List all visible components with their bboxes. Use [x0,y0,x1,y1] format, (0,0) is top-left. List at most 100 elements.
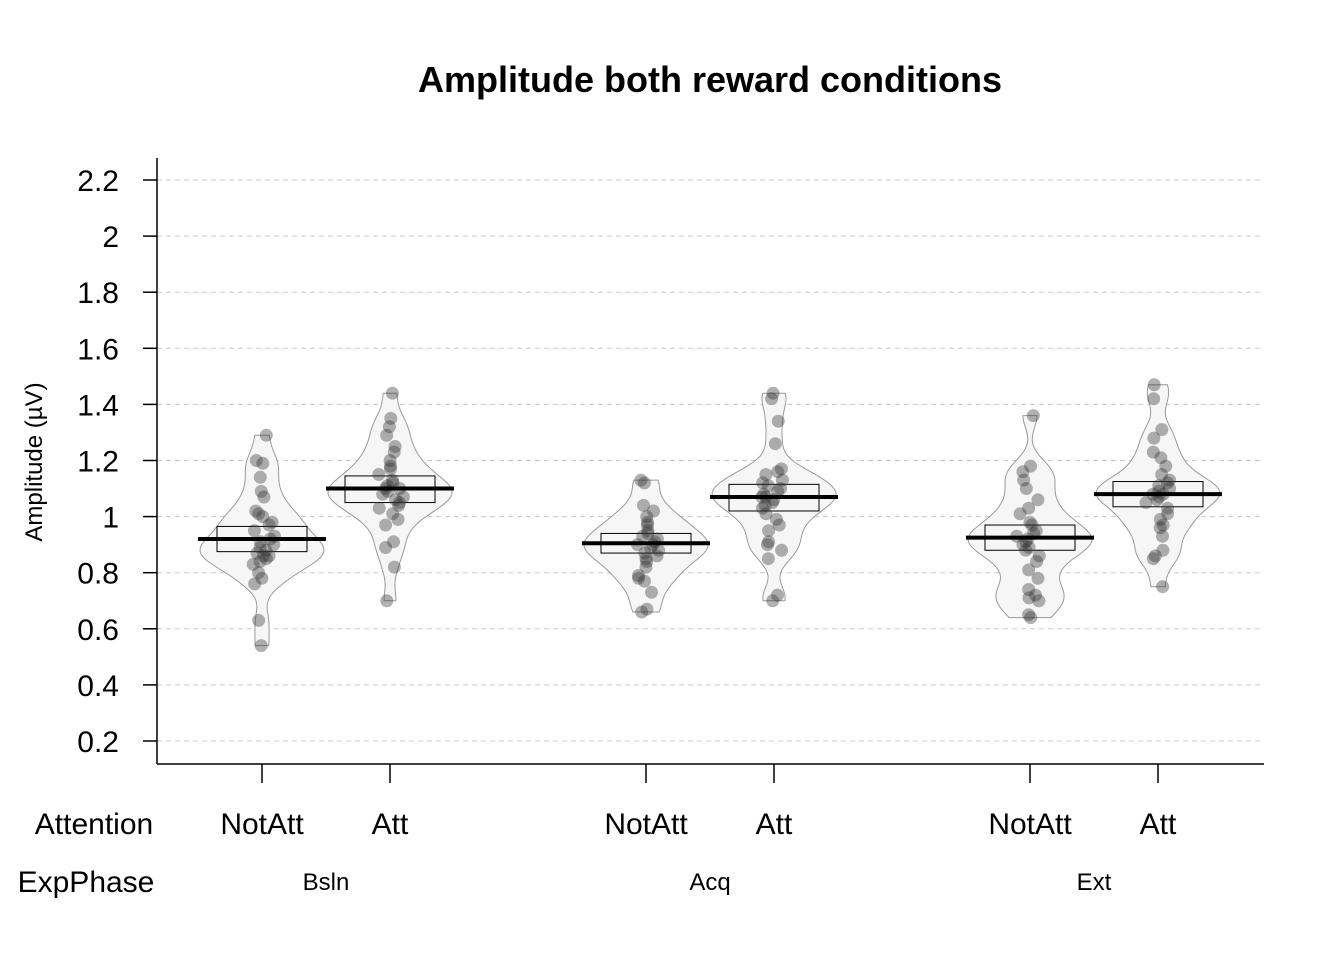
data-point [250,546,264,560]
data-point [388,440,402,453]
data-point [389,493,403,507]
data-point [638,546,652,560]
data-point [635,605,649,619]
data-point [1153,512,1167,526]
data-point [1161,501,1175,515]
data-point [247,524,261,538]
data-point [765,392,779,406]
data-point [768,437,782,451]
data-point [262,518,276,532]
data-point [771,588,784,602]
data-point [1139,496,1153,510]
data-point [758,498,772,512]
data-point [641,515,654,529]
data-point [267,538,281,552]
data-point [1155,468,1169,481]
data-point [386,476,400,490]
data-point [1031,493,1045,507]
data-point [1022,583,1036,596]
data-point [639,552,653,566]
violins [199,384,1221,647]
data-point [254,639,268,653]
x-ticks: NotAtt Att NotAtt Att NotAtt Att [220,764,1177,841]
data-point [384,459,397,473]
violin [583,479,709,613]
data-point [1146,552,1160,566]
data-point [771,414,785,428]
data-point [1029,524,1043,538]
data-point [771,484,785,498]
data-point [1153,521,1167,535]
data-point [756,476,770,490]
y-tick-label: 2.2 [77,165,119,198]
data-point [637,476,651,490]
y-tick-label: 1.8 [77,277,119,310]
data-point [1023,515,1037,529]
data-point [252,507,266,521]
data-point [652,543,666,557]
data-point [259,428,273,442]
data-point [774,482,788,495]
y-tick-label: 1.4 [77,389,119,422]
data-point [775,543,789,557]
data-point [1024,611,1038,625]
data-point [755,501,769,515]
phase-label: Ext [1077,869,1112,896]
data-point [384,411,398,425]
data-point [641,518,654,532]
data-point [1148,549,1162,563]
violin [967,415,1093,619]
data-point [1016,538,1030,552]
data-point [372,501,386,515]
violin [1095,384,1221,588]
data-point [762,524,776,538]
expphase-row-label: ExpPhase [18,866,155,899]
data-point [256,510,270,524]
data-point [262,549,276,563]
data-point [372,468,386,481]
y-tick-label: 0.8 [77,558,119,591]
data-point [1150,493,1164,507]
data-point [1161,507,1175,521]
attention-row-label: Attention [35,808,153,841]
data-point [385,473,399,487]
x-tick-label: NotAtt [220,808,304,841]
data-point [1156,580,1170,594]
data-point [766,594,780,608]
data-point [1022,608,1036,622]
grid-lines [157,179,1264,742]
violin [327,392,453,602]
data-point [1032,549,1046,563]
data-point [391,512,405,526]
data-point [1029,588,1042,602]
data-point [640,602,654,616]
data-point [772,518,786,532]
data-point [1026,409,1040,423]
data-point [392,498,406,512]
data-point [259,552,273,566]
y-tick-label: 1 [102,502,119,535]
data-point [638,574,651,588]
phase-label: Bsln [303,869,350,896]
data-point [1016,465,1030,479]
data-point [637,498,650,512]
data-point [1024,459,1037,473]
data-point [1030,555,1044,568]
data-point [259,543,273,557]
data-point [252,566,266,580]
data-point [765,496,779,510]
y-tick-label: 1.2 [77,446,119,479]
data-point [761,552,775,566]
data-point [640,510,654,524]
y-tick-label: 2 [102,221,119,254]
data-point [1022,563,1036,577]
data-point [647,504,660,518]
data-point [380,428,394,442]
data-point [636,529,650,543]
data-point [384,462,397,476]
data-point [1161,476,1174,490]
data-point [1147,392,1161,406]
phase-labels: Bsln Acq Ext [303,869,1112,896]
data-point [759,468,773,481]
